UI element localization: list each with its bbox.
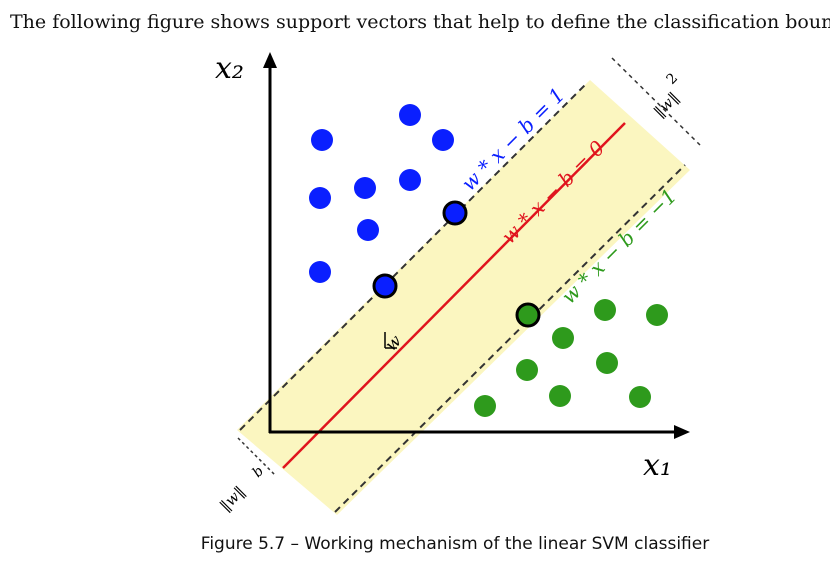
lower-margin bbox=[334, 164, 686, 513]
class-green bbox=[474, 299, 668, 417]
point bbox=[474, 395, 496, 417]
point bbox=[596, 352, 618, 374]
point bbox=[552, 327, 574, 349]
point bbox=[309, 261, 331, 283]
y-arrow bbox=[263, 52, 277, 68]
point bbox=[432, 129, 454, 151]
point bbox=[399, 169, 421, 191]
point bbox=[354, 177, 376, 199]
x-arrow bbox=[674, 425, 690, 439]
intro-text: The following figure shows support vecto… bbox=[10, 11, 830, 33]
offset-numerator: b bbox=[250, 463, 268, 481]
x2-label: x₂ bbox=[215, 51, 244, 86]
point bbox=[309, 187, 331, 209]
point bbox=[516, 359, 538, 381]
point bbox=[357, 219, 379, 241]
support-vector bbox=[442, 200, 468, 226]
point bbox=[399, 104, 421, 126]
point bbox=[549, 385, 571, 407]
upper-margin bbox=[239, 84, 586, 431]
support-vector bbox=[372, 273, 398, 299]
margin-width-denominator: ‖w‖ bbox=[650, 88, 682, 120]
svm-figure: x₂ x₁ w * x − b = 1 w * x − b = 0 bbox=[215, 51, 701, 515]
support-vector bbox=[515, 302, 541, 328]
offset-marker bbox=[237, 437, 276, 476]
figure-caption: Figure 5.7 – Working mechanism of the li… bbox=[201, 534, 709, 554]
point bbox=[594, 299, 616, 321]
x1-label: x₁ bbox=[643, 448, 672, 483]
class-blue bbox=[309, 104, 468, 299]
decision-boundary bbox=[282, 122, 626, 469]
point bbox=[629, 386, 651, 408]
offset-denominator: ‖w‖ bbox=[216, 482, 248, 514]
point bbox=[311, 129, 333, 151]
margin-width-numerator: 2 bbox=[664, 70, 682, 88]
point bbox=[646, 304, 668, 326]
margin-band bbox=[237, 80, 690, 515]
